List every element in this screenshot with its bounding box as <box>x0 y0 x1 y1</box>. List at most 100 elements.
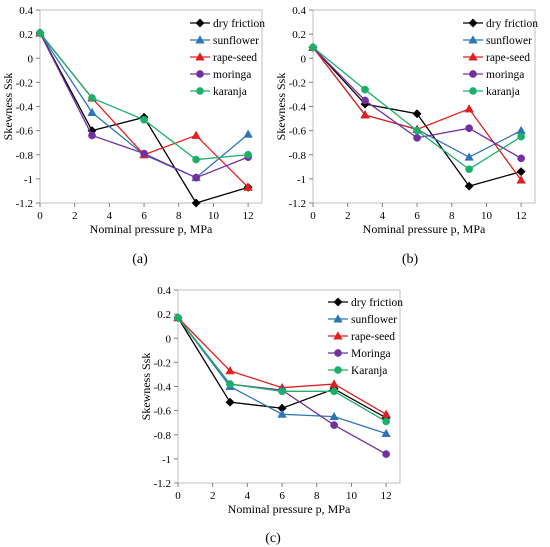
series-5-point <box>88 94 96 102</box>
series-2-point <box>381 428 391 438</box>
y-tick-label: -1.2 <box>154 478 171 490</box>
legend-label: karanja <box>486 86 520 98</box>
y-tick-label: -0.4 <box>289 102 307 114</box>
legend-label: karanja <box>213 86 247 98</box>
legend-label: dry friction <box>213 18 265 30</box>
x-tick-label: 10 <box>481 210 493 222</box>
series-1-point <box>464 181 474 191</box>
x-axis-title: Nominal pressure p, MPa <box>363 222 486 236</box>
legend-label: sunflower <box>351 314 397 326</box>
x-tick-label: 0 <box>37 210 43 222</box>
legend-label: dry friction <box>486 18 538 30</box>
y-tick-label: 0.2 <box>19 29 33 41</box>
chart-panel-2: 0.4 0.2 0 -0.2 -0.4 -0.6 -0.8 -1 -1.2 0 2 4 6 8 10 12 No… <box>274 5 538 267</box>
series-4-point <box>330 421 338 429</box>
y-tick-label: -1 <box>297 174 306 186</box>
legend-marker <box>334 349 342 357</box>
legend-marker <box>195 18 205 28</box>
legend-marker <box>468 52 478 61</box>
x-tick-label: 8 <box>314 490 320 502</box>
series-5-point <box>465 165 473 174</box>
series-4-point <box>382 450 390 458</box>
x-tick-label: 2 <box>210 490 216 502</box>
series-2-point <box>329 411 339 421</box>
series-4-point <box>517 154 525 163</box>
series-2-point <box>464 152 474 161</box>
series-3-point <box>329 379 339 388</box>
y-tick-label: 0.2 <box>292 29 306 41</box>
legend-marker <box>195 52 205 61</box>
series-5-point <box>192 155 200 164</box>
legend-label: sunflower <box>213 35 259 47</box>
series-1-point <box>516 167 526 177</box>
y-tick-label: -0.4 <box>16 102 34 114</box>
y-tick-label: 0 <box>166 333 172 345</box>
series-3-point <box>464 104 474 113</box>
series-5-point <box>361 85 369 94</box>
legend-label: moringa <box>486 69 524 81</box>
y-tick-label: -0.8 <box>289 150 307 162</box>
y-tick-label: -1 <box>162 454 171 466</box>
legend-label: moringa <box>213 69 251 81</box>
x-axis-title: Nominal pressure p, MPa <box>90 222 213 236</box>
series-5-point <box>226 380 234 388</box>
panel-label: (b) <box>402 252 419 267</box>
x-tick-label: 4 <box>245 490 251 502</box>
series-line-5 <box>312 46 522 171</box>
x-tick-label: 12 <box>381 490 392 502</box>
legend-label: rape-seed <box>351 331 395 343</box>
series-5-point <box>140 115 148 124</box>
x-tick-label: 0 <box>310 210 316 222</box>
legend: dry friction sunflower rape-seed Moringa Kar… <box>328 297 403 377</box>
chart-panel-1: 0.4 0.2 0 -0.2 -0.4 -0.6 -0.8 -1 -1.2 0 2 4 6 8 10 12 No… <box>1 5 265 267</box>
y-tick-label: -0.6 <box>16 126 34 138</box>
series-3-point <box>516 175 526 184</box>
legend-marker <box>469 70 477 78</box>
legend-label: Karanja <box>351 365 387 377</box>
x-tick-label: 12 <box>516 210 527 222</box>
legend-marker <box>333 297 343 307</box>
y-tick-label: 0 <box>301 53 307 65</box>
legend-marker <box>468 18 478 28</box>
series-1-point <box>412 109 422 119</box>
series-3-point <box>225 366 235 375</box>
series-2-point <box>516 125 526 135</box>
series-1-point <box>191 198 201 208</box>
series-3-point <box>243 182 253 191</box>
legend-marker <box>196 87 204 95</box>
x-tick-label: 10 <box>208 210 220 222</box>
series-4-point <box>88 131 96 140</box>
legend-label: rape-seed <box>213 52 257 64</box>
legend-marker <box>469 87 477 95</box>
series-4-point <box>413 134 421 142</box>
series-2-point <box>277 409 287 418</box>
legend-marker <box>333 314 343 323</box>
x-tick-label: 10 <box>346 490 358 502</box>
legend: dry friction sunflower rape-seed moringa kar… <box>190 18 265 98</box>
series-1-point <box>225 397 235 407</box>
series-5-point <box>244 150 252 159</box>
legend-marker <box>334 366 342 374</box>
series-3-point <box>381 409 391 418</box>
y-tick-label: 0.4 <box>157 285 171 297</box>
y-tick-label: -0.4 <box>154 382 172 394</box>
x-tick-label: 8 <box>176 210 182 222</box>
y-tick-label: 0.4 <box>19 5 33 17</box>
x-tick-label: 6 <box>414 210 420 222</box>
y-axis-title: Skewness Ssk <box>139 353 153 421</box>
y-tick-label: -0.2 <box>289 77 306 89</box>
series-line-4 <box>312 46 522 159</box>
series-4-point <box>140 149 148 158</box>
legend-marker <box>333 331 343 340</box>
series-5-point <box>36 29 44 37</box>
series-5-point <box>382 417 390 426</box>
series-4-point <box>465 124 473 133</box>
y-tick-label: 0.4 <box>292 5 306 17</box>
series-4-point <box>192 173 200 182</box>
series-5-point <box>517 132 525 141</box>
x-tick-label: 2 <box>345 210 351 222</box>
x-tick-label: 0 <box>175 490 181 502</box>
chart-panel-3: 0.4 0.2 0 -0.2 -0.4 -0.6 -0.8 -1 -1.2 0 2 4 6 8 10 12 No… <box>139 285 403 546</box>
legend-marker <box>196 70 204 78</box>
